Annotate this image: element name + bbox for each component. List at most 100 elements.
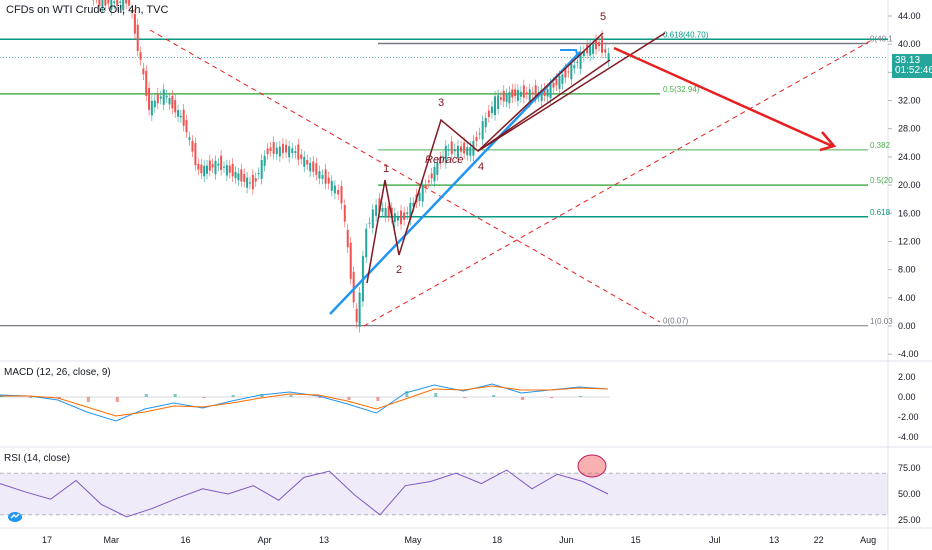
candle-body bbox=[240, 169, 243, 182]
candle-body bbox=[511, 89, 514, 98]
macd-label: MACD (12, 26, close, 9) bbox=[4, 367, 111, 378]
candle-body bbox=[595, 39, 598, 50]
price-tick-label: 4.00 bbox=[898, 293, 916, 303]
candle-body bbox=[182, 109, 185, 126]
candle-body bbox=[208, 160, 211, 171]
candle-body bbox=[223, 166, 226, 168]
fib-level-label: 0(40.1 bbox=[870, 34, 893, 43]
candle-body bbox=[481, 121, 484, 140]
candle-body bbox=[291, 148, 294, 154]
candle-body bbox=[248, 182, 251, 184]
candle-body bbox=[355, 308, 358, 322]
time-tick-label: Jul bbox=[709, 535, 721, 545]
macd-histogram-bar bbox=[289, 395, 293, 397]
candle-body bbox=[447, 149, 450, 151]
macd-histogram-bar bbox=[376, 397, 380, 401]
candle-body bbox=[456, 145, 459, 158]
candle-body bbox=[403, 212, 406, 220]
price-tick-label: 28.00 bbox=[898, 124, 921, 134]
time-tick-label: 18 bbox=[492, 535, 502, 545]
macd-histogram-bar bbox=[521, 397, 525, 400]
candle-body bbox=[378, 198, 381, 212]
candle-body bbox=[412, 202, 415, 207]
time-tick-label: 16 bbox=[180, 535, 190, 545]
fib-level-label: 0(0.07) bbox=[663, 317, 689, 326]
candle-body bbox=[487, 110, 490, 118]
macd-histogram-bar bbox=[318, 397, 322, 398]
fib-level-label: 0.5(20 bbox=[870, 176, 893, 185]
price-tick-label: 0.00 bbox=[898, 321, 916, 331]
macd-histogram-bar bbox=[463, 397, 467, 398]
rsi-line bbox=[0, 469, 609, 518]
candle-body bbox=[430, 173, 433, 179]
candle-body bbox=[540, 89, 543, 101]
time-tick-label: Mar bbox=[104, 535, 120, 545]
candle-body bbox=[393, 213, 396, 223]
candle-body bbox=[371, 209, 374, 228]
candle-body bbox=[119, 1, 122, 3]
elliott-wave-line bbox=[366, 32, 604, 284]
macd-histogram-bar bbox=[144, 394, 148, 397]
candle-body bbox=[285, 144, 288, 153]
candle-body bbox=[601, 35, 603, 53]
candle-body bbox=[309, 162, 312, 172]
time-tick-label: May bbox=[405, 535, 423, 545]
candle-body bbox=[231, 163, 234, 177]
candle-body bbox=[246, 177, 249, 188]
candle-body bbox=[444, 145, 447, 164]
candle-body bbox=[217, 163, 220, 166]
rsi-highlight-circle bbox=[577, 454, 607, 478]
macd-histogram-bar bbox=[405, 391, 409, 397]
candle-body bbox=[442, 156, 445, 158]
candle-body bbox=[168, 98, 171, 105]
time-tick-label: 22 bbox=[814, 535, 824, 545]
candle-body bbox=[375, 204, 378, 216]
candle-body bbox=[346, 229, 349, 248]
candle-body bbox=[197, 163, 200, 170]
macd-histogram-bar bbox=[260, 394, 264, 397]
candle-body bbox=[427, 180, 430, 183]
candle-body bbox=[237, 173, 240, 181]
candle-body bbox=[499, 97, 502, 100]
candle-body bbox=[312, 161, 315, 172]
macd-histogram-bar bbox=[202, 397, 206, 398]
tradingview-logo-icon bbox=[8, 510, 22, 522]
time-tick-label: 15 bbox=[631, 535, 641, 545]
time-tick-label: 13 bbox=[319, 535, 329, 545]
price-tick-label: 24.00 bbox=[898, 152, 921, 162]
candle-body bbox=[174, 100, 177, 113]
macd-histogram-bar bbox=[579, 396, 583, 397]
candle-body bbox=[519, 91, 522, 97]
candle-body bbox=[450, 141, 453, 155]
macd-tick-label: 2.00 bbox=[898, 372, 916, 382]
wave-label: 4 bbox=[478, 161, 484, 173]
candle-body bbox=[194, 142, 197, 166]
candle-body bbox=[251, 174, 254, 190]
candle-body bbox=[101, 0, 104, 8]
candle-body bbox=[564, 68, 567, 78]
candle-body bbox=[228, 165, 231, 173]
blue-marker bbox=[560, 49, 579, 59]
price-tick-label: 20.00 bbox=[898, 180, 921, 190]
candle-body bbox=[200, 164, 203, 174]
candle-body bbox=[358, 292, 361, 327]
candle-body bbox=[589, 45, 592, 56]
wave-label: 5 bbox=[600, 11, 606, 23]
candle-body bbox=[484, 118, 487, 128]
macd-tick-label: -2.00 bbox=[898, 412, 919, 422]
candle-body bbox=[266, 148, 269, 155]
candle-body bbox=[502, 90, 505, 102]
candle-body bbox=[424, 184, 427, 188]
candle-body bbox=[494, 96, 497, 116]
candle-body bbox=[260, 159, 263, 179]
candle-body bbox=[333, 185, 336, 194]
candle-body bbox=[272, 142, 275, 154]
candle-body bbox=[303, 156, 306, 167]
candle-body bbox=[475, 136, 478, 141]
candle-body bbox=[478, 133, 481, 135]
candle-body bbox=[349, 242, 352, 279]
candle-body bbox=[582, 51, 585, 57]
candle-body bbox=[122, 0, 125, 11]
candle-body bbox=[508, 92, 511, 104]
